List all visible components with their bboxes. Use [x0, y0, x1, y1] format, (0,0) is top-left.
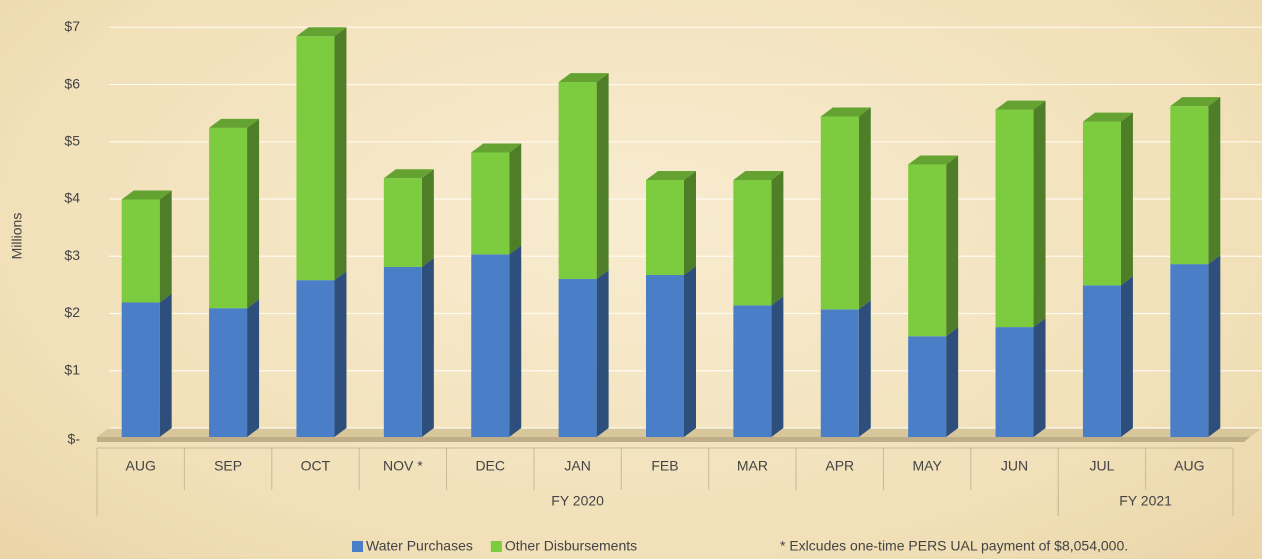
bar-top: [471, 143, 522, 153]
x-tick-label: NOV *: [383, 458, 423, 474]
bar: [646, 275, 684, 437]
bar-top: [121, 190, 172, 200]
x-tick-label: SEP: [214, 458, 242, 474]
bar-side: [771, 170, 784, 306]
bar-side: [596, 270, 609, 437]
bar: [121, 199, 160, 303]
y-tick-label: $7: [64, 18, 80, 34]
x-tick-label: AUG: [1174, 458, 1204, 474]
bar: [296, 36, 335, 281]
y-tick-label: $4: [64, 190, 80, 206]
bar-top: [558, 73, 609, 83]
bar-top: [646, 170, 696, 180]
legend-label: Other Disbursements: [505, 538, 637, 554]
y-tick-label: $6: [64, 75, 80, 91]
bar: [733, 305, 772, 437]
bar: [733, 179, 772, 306]
bar-top: [820, 107, 871, 117]
bar-side: [684, 266, 696, 437]
bar-side: [421, 257, 434, 437]
x-tick-label: MAY: [912, 458, 942, 474]
bar-side: [247, 299, 260, 437]
bar: [383, 266, 422, 437]
bar: [908, 336, 947, 437]
bar-side: [159, 293, 172, 437]
y-tick-label: $2: [64, 304, 80, 320]
x-tick-label: FEB: [651, 458, 678, 474]
bar: [121, 302, 160, 437]
bar-side: [509, 245, 522, 437]
y-tick-label: $1: [64, 361, 80, 377]
bar: [1170, 106, 1209, 265]
bar-side: [946, 327, 959, 437]
x-tick-label: APR: [825, 458, 854, 474]
x-tick-label: JAN: [564, 458, 590, 474]
bar-top: [995, 100, 1046, 110]
y-tick-label: $5: [64, 132, 80, 148]
bar: [820, 116, 859, 310]
bar-top: [1170, 97, 1221, 107]
y-tick-label: $3: [64, 247, 80, 263]
bar-side: [334, 271, 347, 437]
x-tick-label: AUG: [126, 458, 156, 474]
bar: [1082, 121, 1121, 286]
bar-top: [296, 27, 347, 37]
bar: [995, 109, 1034, 328]
x-tick-label: JUN: [1001, 458, 1028, 474]
bar: [1082, 285, 1121, 437]
x-tick-label: JUL: [1089, 458, 1114, 474]
bar: [558, 279, 597, 437]
bar-top: [383, 169, 434, 179]
legend-swatch: [352, 541, 363, 552]
bar-top: [209, 118, 260, 128]
footnote: * Exlcudes one-time PERS UAL payment of …: [780, 538, 1128, 554]
bar: [471, 254, 510, 437]
bar: [209, 127, 248, 309]
bar-side: [509, 143, 522, 255]
group-label: FY 2020: [551, 493, 604, 509]
bar-side: [1208, 255, 1221, 437]
bar-side: [1033, 318, 1046, 437]
bar-side: [1033, 100, 1046, 328]
bar-side: [946, 155, 959, 337]
bar-side: [1120, 276, 1133, 437]
bar: [820, 309, 859, 437]
bar: [908, 164, 947, 337]
legend-swatch: [490, 541, 502, 552]
bar-side: [596, 73, 609, 280]
x-tick-label: OCT: [301, 458, 331, 474]
legend-label: Water Purchases: [366, 538, 473, 554]
bar-side: [159, 190, 172, 303]
group-label: FY 2021: [1119, 493, 1172, 509]
bar: [296, 280, 335, 437]
bar: [646, 179, 684, 276]
bar: [383, 178, 422, 267]
bar: [209, 308, 248, 437]
y-axis-label: Millions: [9, 213, 25, 260]
x-tick-label: MAR: [737, 458, 768, 474]
x-tick-label: DEC: [475, 458, 505, 474]
bar: [995, 327, 1034, 437]
bar: [471, 152, 510, 255]
y-tick-label: $-: [68, 431, 81, 447]
bar-side: [334, 27, 347, 281]
bar-side: [1120, 112, 1133, 286]
bar-side: [684, 170, 696, 276]
bar-top: [1082, 112, 1133, 122]
floor-edge: [97, 437, 1250, 442]
bar-side: [771, 296, 784, 437]
bar: [1170, 264, 1209, 437]
bar-side: [421, 169, 434, 267]
bar-side: [1208, 97, 1221, 265]
bar: [558, 82, 597, 280]
bar-top: [733, 170, 784, 180]
bar-top: [908, 155, 959, 165]
bar-side: [247, 118, 260, 309]
bar-side: [858, 300, 871, 437]
bar-side: [858, 107, 871, 310]
